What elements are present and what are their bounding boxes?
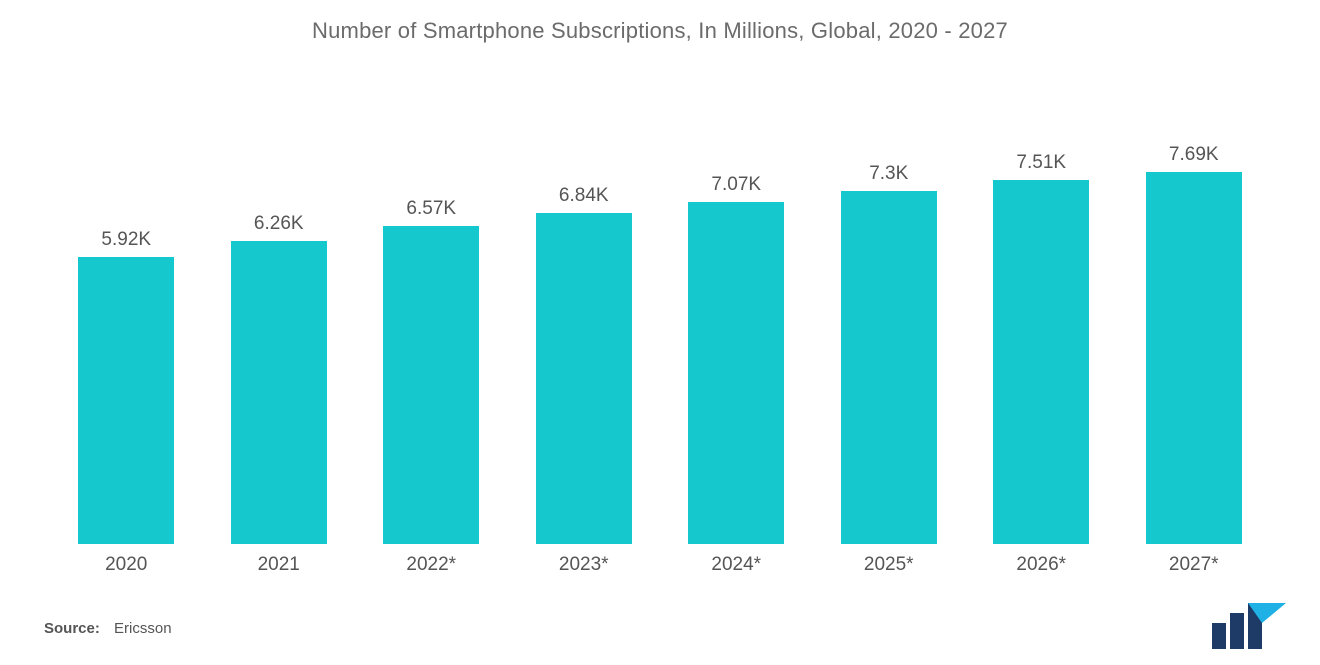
x-axis-label: 2020 [50,554,203,576]
bar-slot: 7.07K [660,84,813,544]
bar [78,257,174,544]
bar-value-label: 7.69K [1169,144,1219,166]
mordor-logo-icon [1210,603,1290,651]
x-axis-label: 2024* [660,554,813,576]
bar [993,180,1089,544]
chart-plot-area: 5.92K 6.26K 6.57K 6.84K 7.07K 7.3K 7.51K 7.69K [44,84,1276,544]
bar [536,213,632,544]
source-key: Source: [44,620,100,637]
bar-slot: 7.51K [965,84,1118,544]
chart-title: Number of Smartphone Subscriptions, In M… [44,18,1276,44]
bar-value-label: 6.26K [254,213,304,235]
bar-value-label: 6.57K [406,198,456,220]
bar-slot: 6.26K [203,84,356,544]
bar-slot: 5.92K [50,84,203,544]
chart-container: Number of Smartphone Subscriptions, In M… [0,0,1320,665]
bar [383,226,479,544]
bar [1146,172,1242,544]
bars-row: 5.92K 6.26K 6.57K 6.84K 7.07K 7.3K 7.51K 7.69K [44,84,1276,544]
x-axis-label: 2021 [203,554,356,576]
bar-value-label: 7.3K [869,163,908,185]
bar [688,202,784,544]
source-footer: Source: Ericsson [44,620,172,637]
bar-slot: 7.3K [813,84,966,544]
x-axis-label: 2027* [1118,554,1271,576]
bar-slot: 7.69K [1118,84,1271,544]
x-axis-label: 2023* [508,554,661,576]
bar-value-label: 7.51K [1016,152,1066,174]
bar-value-label: 5.92K [101,229,151,251]
bar-value-label: 7.07K [711,174,761,196]
bar-value-label: 6.84K [559,185,609,207]
source-value: Ericsson [114,620,172,637]
x-axis-label: 2025* [813,554,966,576]
bar-slot: 6.84K [508,84,661,544]
bar-slot: 6.57K [355,84,508,544]
x-axis-label: 2022* [355,554,508,576]
x-axis-labels: 202020212022*2023*2024*2025*2026*2027* [44,544,1276,576]
x-axis-label: 2026* [965,554,1118,576]
bar [231,241,327,544]
bar [841,191,937,544]
